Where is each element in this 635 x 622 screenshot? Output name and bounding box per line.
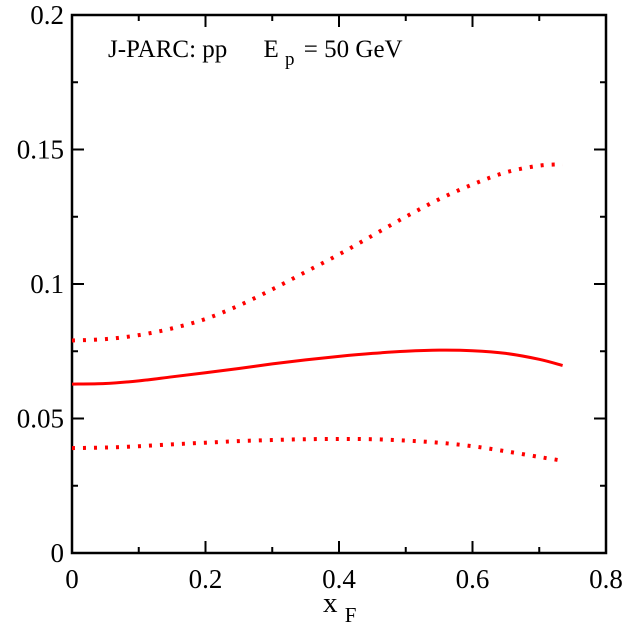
- x-tick-label: 0.2: [189, 564, 223, 594]
- y-tick-label: 0.2: [30, 0, 64, 30]
- annotation-energy-value: = 50 GeV: [304, 36, 403, 63]
- x-tick-label: 0: [65, 564, 79, 594]
- y-tick-label: 0.1: [30, 269, 64, 299]
- x-tick-label: 0.6: [456, 564, 490, 594]
- series-line-lower-bound: [71, 436, 563, 463]
- y-tick-label: 0: [51, 538, 65, 568]
- series-layer: [71, 162, 563, 463]
- ticks: 0 0.2 0.4 0.6 0.8 0 0.05 0.1 0.15 0.2: [17, 0, 623, 594]
- annotation-energy-subscript: p: [285, 49, 295, 70]
- x-tick-label: 0.4: [322, 564, 356, 594]
- plot-frame: [70, 13, 608, 555]
- annotation-prefix: J-PARC: pp: [108, 36, 227, 63]
- y-tick-label: 0.15: [17, 135, 64, 165]
- y-tick-label: 0.05: [17, 404, 64, 434]
- x-tick-label: 0.8: [589, 564, 623, 594]
- x-axis-label-main: x: [323, 587, 338, 619]
- x-axis-label: x F: [323, 587, 356, 622]
- series-line-central: [71, 348, 563, 386]
- annotation: J-PARC: pp E p = 50 GeV: [108, 36, 403, 71]
- annotation-energy-symbol: E: [264, 36, 279, 63]
- x-axis-label-subscript: F: [345, 603, 357, 622]
- series-line-upper-bound: [71, 162, 563, 343]
